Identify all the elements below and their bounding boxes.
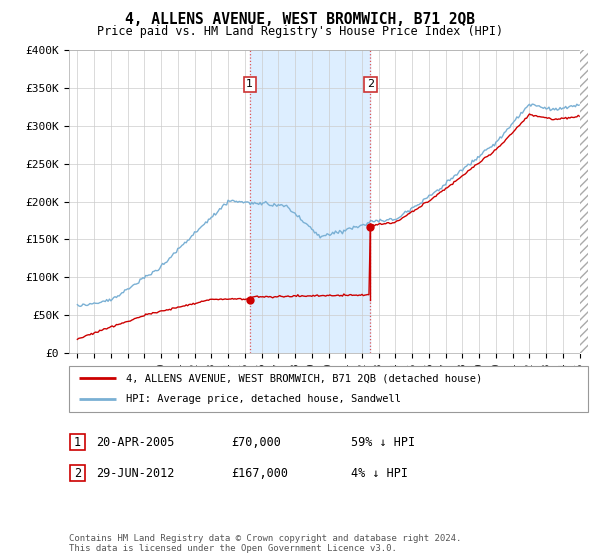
FancyBboxPatch shape <box>70 465 85 481</box>
Text: 2: 2 <box>367 80 374 90</box>
Text: £167,000: £167,000 <box>231 466 288 480</box>
Text: HPI: Average price, detached house, Sandwell: HPI: Average price, detached house, Sand… <box>126 394 401 404</box>
Text: £70,000: £70,000 <box>231 436 281 449</box>
Text: Price paid vs. HM Land Registry's House Price Index (HPI): Price paid vs. HM Land Registry's House … <box>97 25 503 38</box>
Text: 4, ALLENS AVENUE, WEST BROMWICH, B71 2QB: 4, ALLENS AVENUE, WEST BROMWICH, B71 2QB <box>125 12 475 27</box>
Bar <box>250 50 370 353</box>
Text: 29-JUN-2012: 29-JUN-2012 <box>96 466 175 480</box>
Text: Contains HM Land Registry data © Crown copyright and database right 2024.
This d: Contains HM Land Registry data © Crown c… <box>69 534 461 553</box>
Text: 1: 1 <box>247 80 253 90</box>
FancyBboxPatch shape <box>70 435 85 450</box>
Text: 20-APR-2005: 20-APR-2005 <box>96 436 175 449</box>
Text: 1: 1 <box>74 436 81 449</box>
Text: 59% ↓ HPI: 59% ↓ HPI <box>351 436 415 449</box>
FancyBboxPatch shape <box>69 366 588 412</box>
Text: 4% ↓ HPI: 4% ↓ HPI <box>351 466 408 480</box>
Text: 4, ALLENS AVENUE, WEST BROMWICH, B71 2QB (detached house): 4, ALLENS AVENUE, WEST BROMWICH, B71 2QB… <box>126 373 482 383</box>
Text: 2: 2 <box>74 466 81 480</box>
Polygon shape <box>580 50 588 353</box>
